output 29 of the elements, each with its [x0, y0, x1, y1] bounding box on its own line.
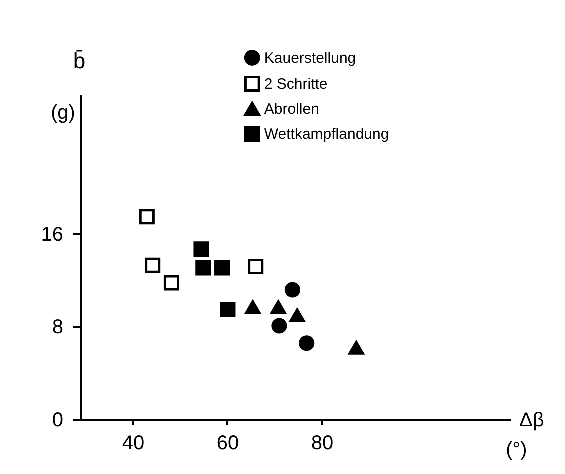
point	[220, 302, 236, 318]
y-tick-label: 16	[41, 224, 64, 246]
point	[348, 341, 364, 355]
legend-label: Abrollen	[264, 101, 320, 118]
text: (°)	[506, 439, 528, 461]
point	[194, 242, 210, 258]
point	[248, 259, 264, 275]
point	[290, 308, 306, 322]
point	[196, 260, 212, 276]
x-tick-label: 80	[311, 432, 334, 454]
x-tick-label: 60	[216, 432, 240, 454]
x-tick-label: 40	[122, 432, 145, 454]
point	[245, 300, 261, 314]
y-axis-title: b̄	[73, 48, 86, 74]
legend-label: Wettkampflandung	[264, 126, 390, 143]
y-tick-label: 8	[52, 316, 64, 339]
point	[299, 336, 315, 352]
text: (g)	[51, 102, 76, 124]
point	[139, 209, 155, 225]
point	[145, 258, 161, 274]
x-axis-title: Δβ	[520, 410, 544, 432]
point	[284, 282, 300, 298]
point	[270, 300, 286, 314]
point	[164, 275, 180, 291]
legend-label: 2 Schritte	[264, 76, 328, 93]
y-tick-label: 0	[52, 410, 64, 432]
point	[272, 318, 288, 334]
legend-label: Kauerstellung	[264, 50, 356, 67]
point	[214, 260, 230, 276]
